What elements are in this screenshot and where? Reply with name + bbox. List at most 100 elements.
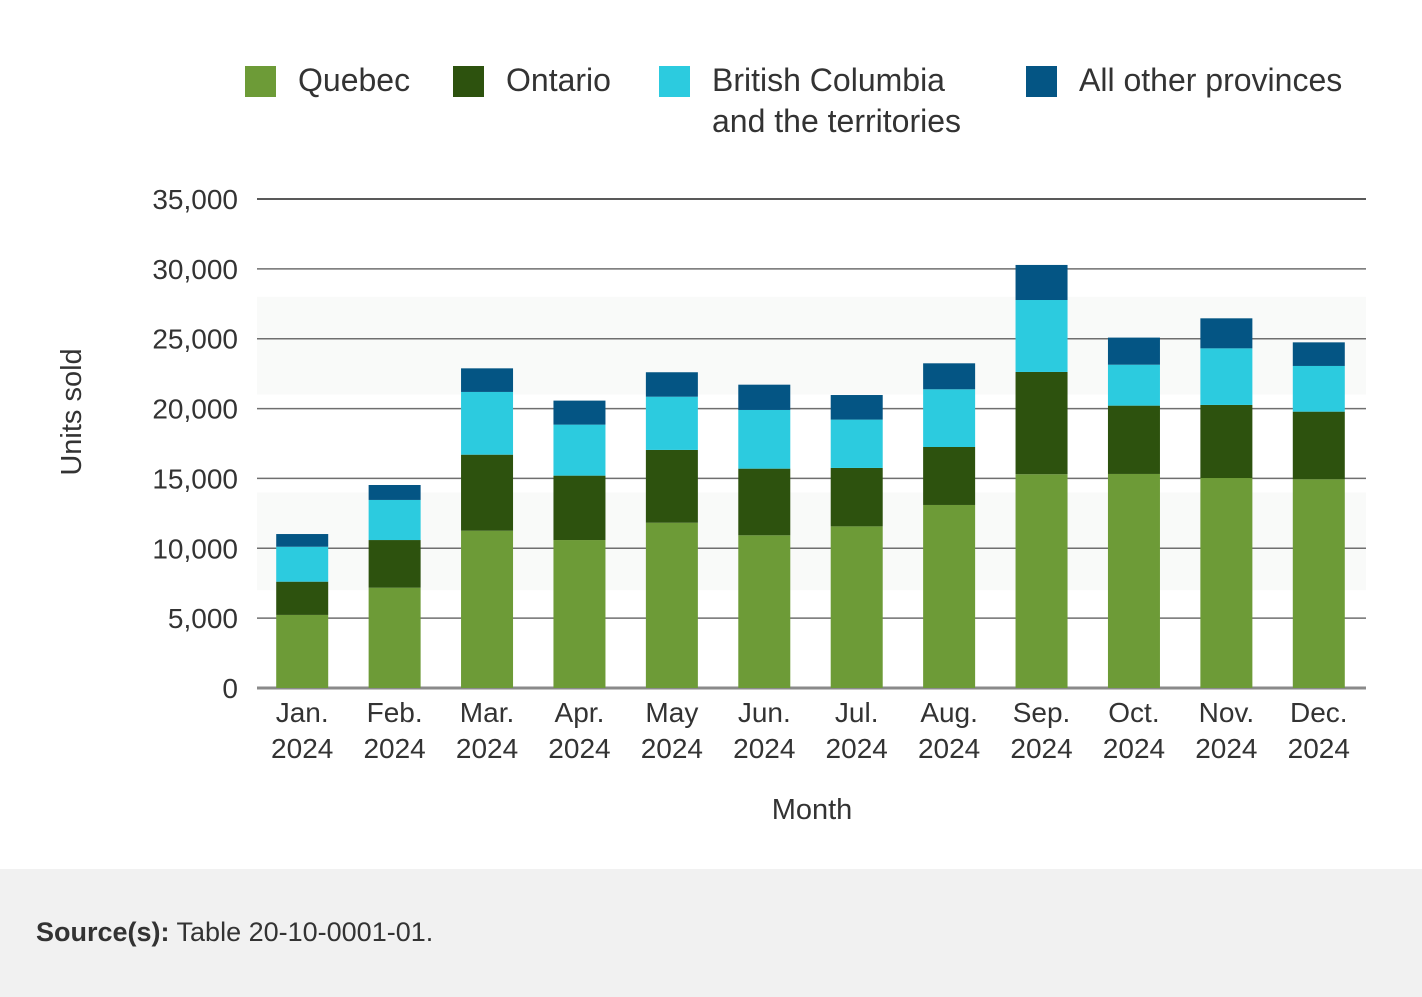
legend-swatch-british-columbia (659, 66, 690, 97)
x-tick-label-year: 2024 (363, 733, 425, 764)
bar-segment-ontario (276, 581, 329, 615)
bar-segment-quebec (276, 614, 329, 688)
bar-segment-quebec (923, 504, 976, 688)
bar-stack (276, 534, 329, 688)
x-axis-ticks: Jan. 2024 Feb. 2024 Mar. 2024 Apr. 2024 May 2024 J… (271, 697, 1350, 764)
gridlines (257, 198, 1366, 690)
bar-segment-british-columbia-and-the-territories (368, 499, 421, 541)
bar-stack (1200, 318, 1253, 688)
legend: Quebec Ontario British Columbia and the … (0, 60, 1422, 150)
legend-item-british-columbia: British Columbia and the territories (659, 60, 961, 142)
bar-stack (368, 484, 421, 688)
legend-label-bc-line-1: British Columbia (712, 62, 945, 98)
bar-segment-all-other-provinces (923, 363, 976, 390)
x-tick-label-month: Jan. (276, 697, 329, 728)
source-label: Source(s): (36, 917, 170, 947)
bar-stack (645, 372, 698, 688)
bar-segment-all-other-provinces (1015, 264, 1068, 301)
bar-segment-all-other-provinces (276, 534, 329, 547)
bar-segment-ontario (461, 454, 514, 531)
bar-segment-all-other-provinces (368, 484, 421, 500)
bar-segment-british-columbia-and-the-territories (645, 396, 698, 450)
bar-segment-british-columbia-and-the-territories (1292, 365, 1345, 412)
bars (276, 264, 1345, 688)
bar-stack (553, 400, 606, 688)
bar-segment-all-other-provinces (461, 368, 514, 392)
bar-segment-quebec (1200, 478, 1253, 688)
x-tick-label-month: Jul. (835, 697, 879, 728)
bar-segment-quebec (1107, 473, 1160, 688)
bar-segment-ontario (645, 449, 698, 523)
x-tick-label-month: Dec. (1290, 697, 1348, 728)
bar-stack (1107, 337, 1160, 688)
x-tick-label-year: 2024 (548, 733, 610, 764)
bar-segment-all-other-provinces (645, 372, 698, 397)
legend-label-british-columbia: British Columbia and the territories (712, 60, 961, 142)
x-tick-label-month: May (645, 697, 698, 728)
y-tick-label: 25,000 (152, 324, 238, 355)
y-tick-label: 30,000 (152, 254, 238, 285)
y-tick-label: 35,000 (152, 184, 238, 215)
bar-segment-british-columbia-and-the-territories (461, 391, 514, 455)
x-tick-label-month: Nov. (1199, 697, 1255, 728)
bar-segment-ontario (923, 446, 976, 505)
x-tick-label-year: 2024 (456, 733, 518, 764)
bar-segment-quebec (461, 530, 514, 688)
footer: Source(s): Table 20-10-0001-01. (0, 869, 1422, 997)
bar-segment-british-columbia-and-the-territories (830, 419, 883, 468)
bar-segment-all-other-provinces (553, 400, 606, 425)
bar-segment-all-other-provinces (1107, 337, 1160, 365)
bar-segment-quebec (830, 526, 883, 688)
bar-segment-all-other-provinces (1292, 342, 1345, 366)
legend-item-all-other-provinces: All other provinces (1026, 60, 1342, 101)
bar-stack (830, 395, 883, 688)
bar-segment-ontario (1107, 405, 1160, 474)
background-bands (257, 296, 1366, 591)
y-tick-label: 5,000 (168, 603, 238, 634)
bar-stack (1015, 264, 1068, 688)
x-tick-label-year: 2024 (1103, 733, 1165, 764)
bar-segment-ontario (1015, 371, 1068, 475)
x-tick-label-month: Apr. (555, 697, 605, 728)
bar-segment-all-other-provinces (1200, 318, 1253, 349)
legend-item-ontario: Ontario (453, 60, 611, 101)
bar-segment-all-other-provinces (738, 384, 791, 410)
x-tick-label-month: Sep. (1013, 697, 1071, 728)
legend-label-bc-line-2: and the territories (712, 103, 962, 139)
y-axis-title: Units sold (56, 348, 88, 475)
bar-segment-ontario (553, 475, 606, 541)
legend-swatch-ontario (453, 66, 484, 97)
legend-label-all-other-provinces: All other provinces (1079, 62, 1343, 98)
bar-segment-all-other-provinces (830, 395, 883, 420)
bar-stack (1292, 342, 1345, 688)
x-tick-label-month: Jun. (738, 697, 791, 728)
y-tick-label: 10,000 (152, 533, 238, 564)
legend-swatch-all-other-provinces (1026, 66, 1057, 97)
legend-swatch-quebec (245, 66, 276, 97)
x-tick-label-month: Mar. (460, 697, 514, 728)
bar-segment-quebec (553, 540, 606, 688)
x-tick-label-year: 2024 (733, 733, 795, 764)
bar-segment-ontario (738, 468, 791, 536)
source-note: Source(s): Table 20-10-0001-01. (36, 917, 433, 948)
legend-label-quebec: Quebec (298, 62, 411, 98)
bar-segment-quebec (645, 522, 698, 688)
x-tick-label-year: 2024 (1010, 733, 1072, 764)
bar-segment-ontario (1200, 404, 1253, 479)
bar-stack (923, 363, 976, 688)
bar-segment-british-columbia-and-the-territories (1015, 300, 1068, 372)
source-text: Table 20-10-0001-01. (169, 917, 434, 947)
bar-segment-ontario (1292, 411, 1345, 480)
bar-stack (461, 368, 514, 688)
bar-segment-ontario (368, 540, 421, 588)
bar-segment-quebec (368, 587, 421, 688)
x-tick-label-year: 2024 (271, 733, 333, 764)
bar-stack (738, 384, 791, 688)
x-axis-title: Month (772, 794, 853, 826)
bar-segment-british-columbia-and-the-territories (276, 546, 329, 582)
y-axis-ticks: 0 5,000 10,000 15,000 20,000 25,000 30,000 35,0… (152, 184, 238, 704)
y-tick-label: 0 (222, 673, 238, 704)
x-tick-label-year: 2024 (641, 733, 703, 764)
bar-segment-british-columbia-and-the-territories (738, 409, 791, 469)
x-tick-label-year: 2024 (1195, 733, 1257, 764)
